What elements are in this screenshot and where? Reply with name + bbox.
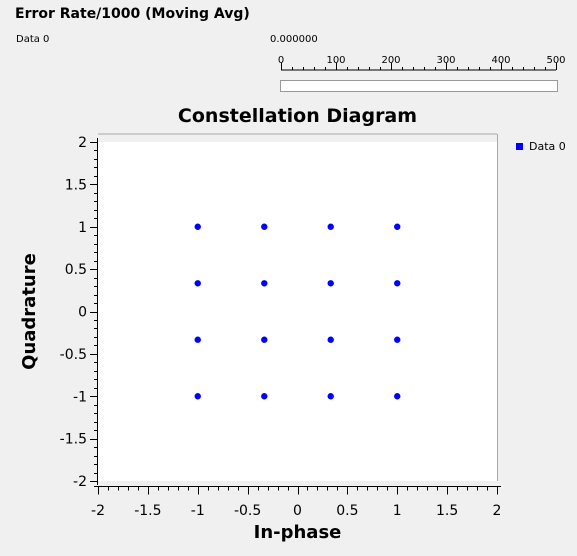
plot-area <box>98 142 497 481</box>
scale-tick-label: 100 <box>326 55 345 66</box>
constellation-point <box>327 223 334 230</box>
series-label: Data 0 <box>16 34 50 45</box>
scale-tick-label: 300 <box>436 55 455 66</box>
legend-swatch <box>516 143 523 150</box>
x-tick-label: 1 <box>393 503 402 519</box>
x-tick-label: 1.5 <box>436 503 458 519</box>
y-tick-label: -0.5 <box>60 347 87 363</box>
constellation-point <box>261 393 268 400</box>
constellation-point <box>261 336 268 343</box>
y-tick-label: 1 <box>78 220 87 236</box>
scale-tick-label: 400 <box>491 55 510 66</box>
y-axis-label: Quadrature <box>19 253 40 370</box>
error-rate-scale: 0 100 200 300 400 500 <box>278 55 566 71</box>
y-tick-label: 0 <box>78 305 87 321</box>
error-rate-bar <box>280 80 558 92</box>
chart-legend: Data 0 <box>516 140 566 153</box>
legend-label: Data 0 <box>529 140 566 153</box>
constellation-point <box>194 280 201 287</box>
error-rate-title: Error Rate/1000 (Moving Avg) <box>15 6 250 22</box>
constellation-point <box>194 393 201 400</box>
constellation-point <box>261 280 268 287</box>
x-tick-label: -2 <box>91 503 105 519</box>
scale-tick-label: 200 <box>381 55 400 66</box>
constellation-point <box>327 280 334 287</box>
chart-title: Constellation Diagram <box>178 105 417 127</box>
constellation-point <box>327 336 334 343</box>
error-rate-value: 0.000000 <box>270 34 318 45</box>
x-tick-label: -1.5 <box>134 503 161 519</box>
constellation-point <box>394 336 401 343</box>
y-tick-label: 2 <box>78 135 87 151</box>
scale-tick-label: 500 <box>546 55 565 66</box>
x-tick-label: 0 <box>293 503 302 519</box>
x-tick-label: 0.5 <box>336 503 358 519</box>
constellation-point <box>261 223 268 230</box>
y-tick-label: -2 <box>73 474 87 490</box>
constellation-point <box>394 223 401 230</box>
y-tick-label: 1.5 <box>65 177 87 193</box>
x-tick-label: 2 <box>493 503 502 519</box>
x-axis-label: In-phase <box>254 522 342 543</box>
x-tick-label: -1 <box>191 503 205 519</box>
y-tick-label: 0.5 <box>65 262 87 278</box>
y-tick-label: -1 <box>73 389 87 405</box>
y-tick-label: -1.5 <box>60 432 87 448</box>
constellation-point <box>394 280 401 287</box>
constellation-point <box>194 336 201 343</box>
scale-tick-label: 0 <box>278 55 284 66</box>
x-tick-label: -0.5 <box>234 503 261 519</box>
constellation-point <box>394 393 401 400</box>
constellation-point <box>327 393 334 400</box>
constellation-point <box>194 223 201 230</box>
